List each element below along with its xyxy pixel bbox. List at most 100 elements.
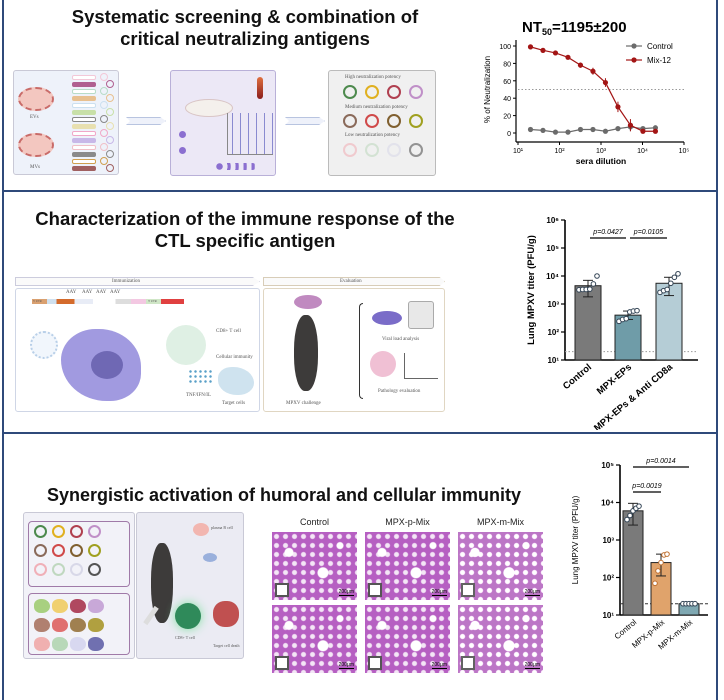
whole-lung-inset <box>368 583 382 597</box>
qpcr-machine-icon <box>408 301 434 329</box>
immunization-label: Immunization <box>112 279 141 284</box>
scale-bar: 200μm <box>338 589 354 596</box>
whole-lung-inset <box>461 656 475 670</box>
antigen-ring-icon <box>52 525 65 538</box>
p-value-label: p=0.0014 <box>645 458 675 465</box>
antigen-ring-icon <box>34 563 47 576</box>
y-tick-label: 40 <box>503 96 511 103</box>
mrna-lnp-icon <box>70 599 86 613</box>
data-point-Mix-12 <box>540 47 546 53</box>
antigen-bar-icon <box>72 75 96 80</box>
histology-image: 200μm <box>272 532 357 600</box>
antigen-ring-icon <box>52 544 65 557</box>
evaluation-banner <box>263 277 445 286</box>
mass-spectrum-icon <box>227 113 273 155</box>
histology-label-p-mix: MPX-p-Mix <box>385 517 430 527</box>
antigen-bar-icon <box>72 124 96 129</box>
nucleus-icon <box>91 351 123 379</box>
data-point-Control <box>565 129 571 135</box>
histology-image: 200μm <box>365 605 450 673</box>
antigen-bar-icon <box>72 145 96 150</box>
title-line: Characterization of the immune response … <box>35 208 455 229</box>
section-3-title: Synergistic activation of humoral and ce… <box>14 484 554 506</box>
data-point-Mix-12 <box>527 44 534 50</box>
plasma-b-cell-label: plasma B cell <box>211 525 233 530</box>
cytokines-icon <box>188 369 212 383</box>
cd8-t-cell-icon <box>175 603 201 629</box>
mv-particle-icon <box>18 133 54 157</box>
y-tick-label: 10¹ <box>602 611 614 620</box>
antigen-ring-icon <box>70 525 83 538</box>
data-point <box>668 280 674 287</box>
data-point <box>623 315 629 322</box>
data-point-Mix-12 <box>577 62 584 68</box>
legend-label: Mix-12 <box>647 56 672 65</box>
histology-image: 200μm <box>458 532 543 600</box>
mouse-icon <box>185 99 233 117</box>
y-tick-label: 60 <box>503 79 511 86</box>
title-rest: =1195±200 <box>552 19 627 36</box>
high-potency-label: High neutralization potency <box>345 75 401 80</box>
screening-panel <box>170 70 276 176</box>
histology-label-m-mix: MPX-m-Mix <box>477 517 524 527</box>
antigen-bar-icon <box>72 110 96 115</box>
y-tick-label: 10⁴ <box>546 272 559 281</box>
y-tick-label: 10³ <box>602 536 614 545</box>
mpxv-challenge-label: MPXV challenge <box>286 401 321 406</box>
y-tick-label: 10⁴ <box>601 499 614 508</box>
scale-bar: 200μm <box>431 662 447 669</box>
mrna-construct-icon <box>32 299 184 304</box>
x-tick-label: 10² <box>554 148 565 155</box>
scale-bar: 200μm <box>338 662 354 669</box>
antigen-particle-icon <box>106 136 114 144</box>
data-point <box>664 551 670 557</box>
antibody-virus-icon <box>203 553 217 562</box>
mrna-lnp-icon <box>34 599 50 613</box>
title-line: CTL specific antigen <box>154 230 336 251</box>
antigen-bar-icon <box>72 96 96 101</box>
antigen-particle-icon <box>100 101 108 109</box>
antigen-bar-icon <box>72 159 96 164</box>
data-point <box>636 503 642 509</box>
antigen-bar-icon <box>72 131 96 136</box>
title-line: critical neutralizing antigens <box>120 28 370 49</box>
data-point <box>671 274 678 281</box>
mrna-lnp-icon <box>52 618 68 632</box>
mrna-lnp-icon <box>88 599 104 613</box>
scale-bar: 200μm <box>431 589 447 596</box>
viral-load-label: Viral load analysis <box>382 337 420 342</box>
data-point <box>624 516 630 523</box>
antigen-ring-icon <box>343 85 357 99</box>
immune-mechanism-panel: plasma B cell CD8+ T cell Target cell de… <box>136 512 244 659</box>
cytokines-label: TNF/IFN/IL <box>186 393 211 398</box>
ctl-titer-chart: 10¹ 10² 10³ 10⁴ 10⁵ 10⁶ Lung MPXV titer (PFU/g… <box>490 195 718 434</box>
section-divider <box>2 190 718 192</box>
blood-tube-icon <box>257 77 263 99</box>
y-tick-label: 10⁵ <box>546 244 559 253</box>
section-2-title: Characterization of the immune response … <box>10 208 480 252</box>
cd8-label: CD8+ T cell <box>216 329 241 334</box>
section-1-title: Systematic screening & combination of cr… <box>10 6 480 50</box>
data-point-Control <box>540 127 546 133</box>
data-point <box>664 286 670 293</box>
data-point-Mix-12 <box>640 128 646 134</box>
antigen-particle-icon <box>106 150 114 158</box>
x-tick-label: 10⁵ <box>679 148 690 155</box>
x-tick-label: 10⁴ <box>637 148 648 155</box>
legend-label: Control <box>647 42 673 51</box>
y-tick-label: 10⁶ <box>546 216 559 225</box>
mrna-lnp-icon <box>34 637 50 651</box>
brace-icon <box>359 303 363 399</box>
antigen-ring-icon <box>343 114 357 128</box>
protein-antigens-box <box>28 521 130 587</box>
cd8-label: CD8+ T cell <box>175 635 195 640</box>
x-tick-label: 10³ <box>596 148 607 155</box>
histology-image: 200μm <box>365 532 450 600</box>
title-line: Systematic screening & combination of <box>71 6 419 27</box>
antigen-particle-icon <box>100 115 108 123</box>
antigen-particle-icon <box>106 122 114 130</box>
data-point-Control <box>615 126 621 132</box>
y-tick-label: 10⁵ <box>601 461 614 470</box>
mrna-lnp-icon <box>70 637 86 651</box>
antigen-ring-icon <box>409 143 423 157</box>
